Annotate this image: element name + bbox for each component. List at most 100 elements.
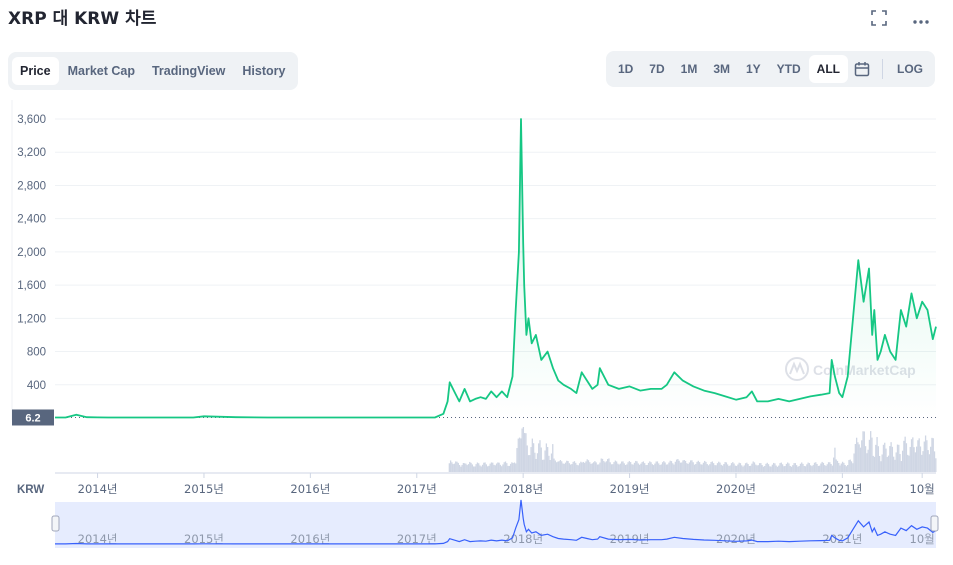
volume-bar: [623, 463, 625, 472]
volume-bar: [760, 463, 762, 472]
tab-history[interactable]: History: [242, 64, 286, 78]
volume-bar: [584, 462, 586, 472]
volume-bar: [614, 460, 616, 472]
tab-market-cap[interactable]: Market Cap: [67, 64, 135, 78]
volume-bar: [665, 464, 668, 472]
volume-bar: [661, 462, 664, 472]
volume-bar: [871, 437, 873, 472]
tab-price[interactable]: Price: [12, 57, 59, 85]
log-scale-button[interactable]: LOG: [897, 62, 923, 76]
volume-bar: [734, 465, 736, 472]
volume-bar: [539, 440, 541, 472]
volume-bar: [543, 459, 545, 472]
range-1m-button[interactable]: 1M: [680, 62, 698, 76]
volume-bar: [727, 464, 729, 472]
volume-bar: [690, 460, 692, 472]
volume-bar: [535, 458, 537, 472]
volume-bar: [829, 462, 831, 472]
volume-bar: [896, 444, 899, 472]
volume-bar: [691, 460, 693, 472]
volume-bar: [582, 461, 585, 472]
range-all-button[interactable]: ALL: [808, 55, 848, 83]
volume-bar: [554, 460, 556, 472]
volume-bar: [698, 462, 701, 472]
volume-bar: [499, 464, 502, 472]
volume-bar: [880, 461, 882, 472]
volume-bar: [465, 463, 467, 472]
range-1d-button[interactable]: 1D: [617, 62, 634, 76]
volume-bar: [700, 464, 702, 472]
range-1y-button[interactable]: 1Y: [745, 62, 761, 76]
volume-bar: [456, 461, 458, 472]
volume-bar: [638, 464, 641, 472]
fullscreen-icon[interactable]: [869, 10, 889, 31]
volume-bar: [589, 462, 591, 472]
volume-bar: [642, 461, 645, 472]
volume-bar: [628, 461, 631, 472]
volume-bar: [878, 455, 881, 472]
navigator-handle-left[interactable]: [51, 515, 60, 532]
volume-bar: [688, 462, 691, 472]
volume-bar: [641, 462, 643, 472]
volume-bar: [626, 464, 628, 472]
volume-bar: [650, 462, 652, 472]
range-7d-button[interactable]: 7D: [649, 62, 665, 76]
navigator-tick-label: 2021년: [822, 532, 862, 546]
volume-bar: [559, 460, 562, 472]
volume-bar: [785, 463, 788, 472]
volume-bar: [931, 437, 933, 472]
y-tick-label: 1,200: [17, 313, 46, 325]
volume-bar: [852, 463, 854, 472]
volume-bar: [635, 460, 637, 472]
volume-bar: [720, 464, 722, 472]
volume-bar: [833, 457, 835, 472]
volume-bar: [511, 462, 513, 472]
volume-bar: [770, 466, 772, 472]
volume-bar: [850, 461, 853, 472]
range-3m-button[interactable]: 3M: [713, 62, 730, 76]
volume-bar: [686, 463, 688, 472]
volume-bar: [544, 450, 546, 472]
volume-bar: [839, 465, 841, 472]
volume-bar: [522, 427, 525, 472]
volume-bar: [767, 464, 770, 472]
volume-bar: [563, 463, 565, 472]
volume-bar: [479, 465, 481, 472]
volume-bar: [649, 461, 651, 472]
volume-bar: [827, 462, 830, 472]
tab-tradingview[interactable]: TradingView: [151, 64, 226, 78]
range-ytd-button[interactable]: YTD: [776, 62, 801, 76]
volume-bar: [927, 450, 929, 472]
volume-bar: [636, 461, 638, 472]
y-tick-label: 2,800: [17, 180, 46, 192]
calendar-icon[interactable]: [848, 55, 876, 83]
volume-bar: [557, 461, 559, 472]
volume-bar: [918, 438, 920, 472]
watermark-logo-icon: [785, 357, 809, 381]
volume-bar: [859, 447, 862, 472]
volume-bar: [729, 465, 731, 472]
volume-bar: [568, 463, 571, 472]
volume-bar: [458, 465, 461, 472]
navigator-handle-right[interactable]: [930, 515, 939, 532]
volume-bar: [707, 465, 710, 472]
volume-bar: [502, 464, 504, 472]
volume-bar: [921, 454, 923, 472]
volume-bar: [895, 452, 897, 472]
volume-bar: [769, 466, 771, 472]
volume-bar: [836, 460, 839, 472]
volume-bar: [781, 464, 784, 472]
volume-bar: [683, 460, 685, 472]
more-icon[interactable]: [911, 12, 931, 30]
volume-bar: [764, 466, 766, 472]
volume-bar: [670, 461, 673, 472]
price-chart: 400 800 1,200 1,600 2,000 2,400 2,800 3,200 3,60…: [11, 100, 939, 548]
volume-bar: [668, 462, 670, 472]
volume-bar: [714, 465, 716, 472]
volume-bar: [799, 463, 802, 472]
volume-bar: [637, 463, 639, 472]
x-tick-label: 2018년: [503, 482, 543, 496]
volume-bar: [872, 455, 874, 472]
volume-bar: [761, 465, 763, 472]
watermark-logo-mark: [789, 361, 805, 375]
